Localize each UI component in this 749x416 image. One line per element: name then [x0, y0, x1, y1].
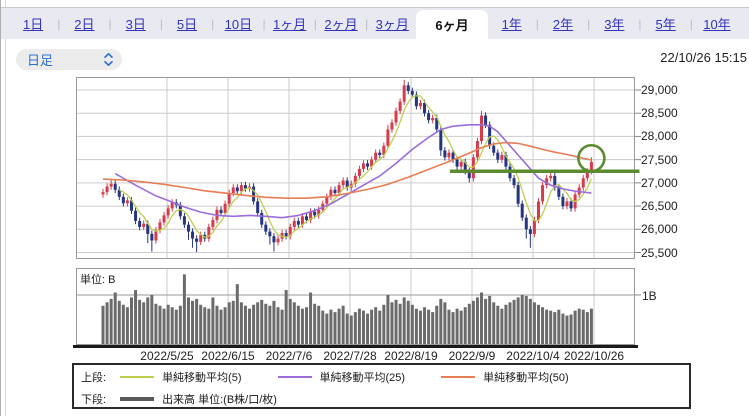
tab-cell: 5日 [163, 8, 211, 39]
page-left-border [0, 0, 6, 416]
legend-volume-label: 出来高 単位:(B株/口/枚) [162, 394, 277, 406]
tab-6ヶ月[interactable]: 6ヶ月 [416, 10, 488, 39]
tab-3年[interactable]: 3年 [604, 17, 625, 32]
volume-bar-sample [120, 397, 155, 401]
tab-cell: 2ヶ月 [317, 8, 365, 39]
chart-legend: 上段: 単純移動平均(5) 単純移動平均(25) 単純移動平均(50) 下段: 出来… [72, 363, 691, 409]
tab-cell: 1年 [488, 8, 536, 39]
legend-item-ma: 単純移動平均(5) [120, 369, 242, 385]
price-tick-label: 28,000 [641, 129, 678, 144]
date-tick-label: 2022/7/6 [265, 349, 313, 363]
tab-cell: 10年 [693, 8, 741, 39]
ma-line-sample [120, 376, 155, 378]
tab-cell: 2日 [60, 8, 108, 39]
tab-5年[interactable]: 5年 [655, 17, 676, 32]
tab-10年[interactable]: 10年 [703, 17, 731, 32]
tab-3日[interactable]: 3日 [125, 17, 146, 32]
legend-upper-caption: 上段: [81, 372, 107, 384]
tab-cell: 1ヶ月 [266, 8, 314, 39]
interval-select[interactable]: 日足 [16, 49, 122, 70]
tab-separator: | [211, 16, 215, 31]
tab-1ヶ月[interactable]: 1ヶ月 [273, 17, 307, 32]
volume-chart-plot [73, 268, 641, 348]
period-tabbar: 1日 | 2日 | 3日 | 5日 | 10日 | 1ヶ月 | 2ヶ月 | 3ヶ月 6ヶ月 1年 | 2年 | 3年 | 5… [1, 7, 749, 39]
tab-1年[interactable]: 1年 [501, 17, 522, 32]
tab-cell: 3ヶ月 [368, 8, 416, 39]
date-tick-label: 2022/10/26 [563, 349, 625, 363]
price-tick-label: 29,000 [641, 83, 678, 97]
date-tick-label: 2022/5/25 [140, 349, 194, 363]
tab-separator: | [159, 16, 163, 31]
price-chart-plot [76, 77, 641, 259]
tab-cell: 6ヶ月 [416, 8, 488, 39]
tab-separator: | [57, 16, 61, 31]
price-tick-label: 27,000 [641, 175, 678, 190]
tab-separator: | [587, 16, 591, 31]
tab-cell: 3年 [590, 8, 638, 39]
interval-select-value: 日足 [27, 53, 54, 68]
tab-separator: | [535, 16, 539, 31]
tab-cell: 2年 [539, 8, 587, 39]
legend-ma-label: 単純移動平均(25) [319, 372, 406, 384]
tab-separator: | [638, 16, 642, 31]
legend-ma-label: 単純移動平均(50) [483, 372, 569, 384]
tab-separator: | [313, 16, 317, 31]
tab-separator: | [365, 16, 369, 31]
tab-separator: | [262, 16, 266, 31]
price-tick-label: 28,500 [641, 106, 678, 121]
legend-lower-row: 下段: 出来高 単位:(B株/口/枚) [81, 391, 685, 407]
legend-lower-caption: 下段: [81, 394, 107, 406]
legend-upper-row: 上段: 単純移動平均(5) 単純移動平均(25) 単純移動平均(50) [81, 369, 685, 385]
tab-2年[interactable]: 2年 [552, 17, 574, 32]
tab-10日[interactable]: 10日 [224, 17, 253, 32]
price-tick-label: 26,000 [641, 222, 678, 237]
tab-1日[interactable]: 1日 [22, 17, 44, 32]
legend-item-volume: 出来高 単位:(B株/口/枚) [120, 391, 277, 407]
quote-timestamp: 22/10/26 15:15 [660, 50, 747, 65]
chevron-up-down-icon [104, 52, 113, 67]
tab-2ヶ月[interactable]: 2ヶ月 [324, 17, 358, 32]
tab-cell: 3日 [112, 8, 160, 39]
price-tick-label: 26,500 [641, 199, 678, 214]
legend-item-ma: 単純移動平均(25) [277, 369, 406, 385]
tab-separator: | [108, 16, 112, 31]
tab-separator: | [689, 16, 693, 31]
date-tick-label: 2022/6/15 [201, 349, 255, 363]
date-tick-label: 2022/9/9 [448, 349, 496, 363]
tab-2日[interactable]: 2日 [74, 17, 95, 32]
volume-unit-label: 単位: B [80, 274, 116, 286]
tab-5日[interactable]: 5日 [176, 17, 198, 32]
date-tick-label: 2022/7/28 [323, 349, 377, 363]
price-tick-label: 27,500 [641, 152, 678, 167]
circle-annotation [577, 143, 606, 173]
volume-tick-label: 1B [642, 289, 657, 303]
legend-ma-label: 単純移動平均(5) [162, 372, 242, 384]
tab-cell: 1日 [9, 8, 57, 39]
price-tick-label: 25,500 [641, 245, 678, 260]
ma-line-sample [441, 376, 476, 378]
tab-cell: 5年 [642, 8, 690, 39]
ma-line-sample [277, 376, 312, 378]
legend-item-ma: 単純移動平均(50) [441, 369, 569, 385]
date-tick-label: 2022/8/19 [384, 349, 438, 363]
tab-cell: 10日 [214, 8, 262, 39]
date-tick-label: 2022/10/4 [506, 349, 560, 363]
tab-3ヶ月[interactable]: 3ヶ月 [375, 17, 409, 32]
